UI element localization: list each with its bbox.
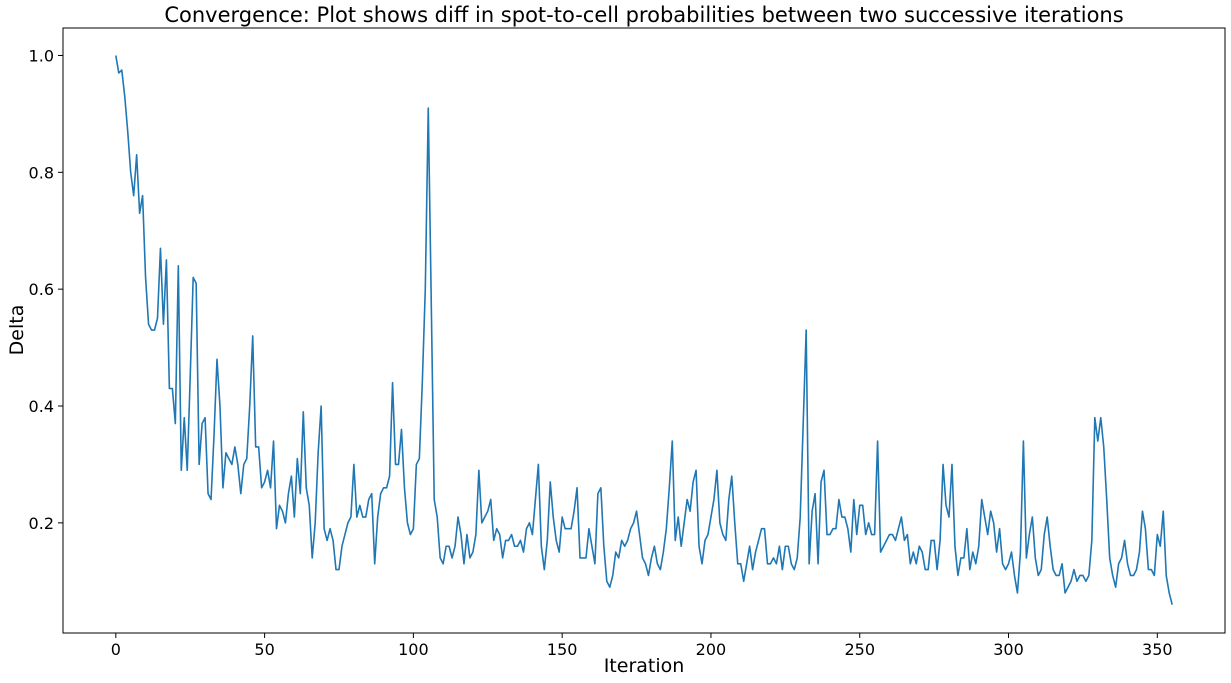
x-tick-label: 200: [696, 640, 727, 659]
y-tick-label: 0.4: [29, 397, 54, 416]
x-tick-label: 0: [111, 640, 121, 659]
x-tick-label: 150: [547, 640, 578, 659]
x-tick-label: 50: [254, 640, 274, 659]
y-axis-label: Delta: [6, 305, 28, 356]
chart-title: Convergence: Plot shows diff in spot-to-…: [164, 3, 1123, 27]
y-tick-label: 0.6: [29, 280, 54, 299]
axes-frame: [62, 27, 1226, 634]
x-tick-label: 300: [993, 640, 1024, 659]
y-tick-label: 0.8: [29, 163, 54, 182]
x-tick-label: 350: [1142, 640, 1173, 659]
data-line: [115, 55, 1173, 605]
x-axis-label: Iteration: [604, 655, 685, 677]
x-tick-label: 250: [844, 640, 875, 659]
x-tick-label: 100: [398, 640, 429, 659]
y-tick-label: 0.2: [29, 514, 54, 533]
y-tick-label: 1.0: [29, 46, 54, 65]
